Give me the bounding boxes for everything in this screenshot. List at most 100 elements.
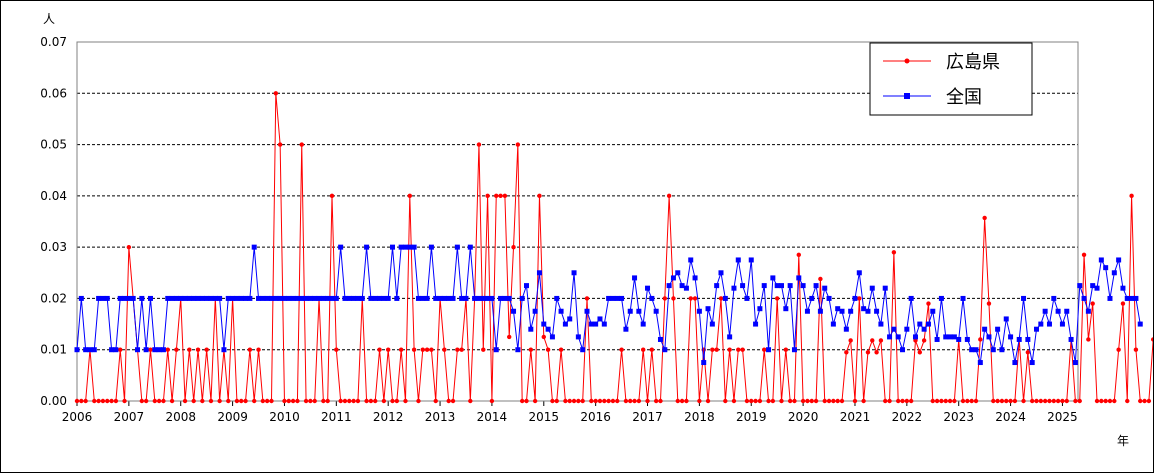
data-point [524, 283, 529, 289]
data-point [575, 334, 581, 340]
data-point [277, 295, 283, 301]
data-point [714, 283, 720, 289]
data-point [260, 398, 266, 404]
data-point [498, 193, 503, 199]
data-point [636, 398, 642, 404]
data-point [83, 398, 88, 404]
data-point [1120, 301, 1126, 306]
data-point [1038, 321, 1044, 327]
data-point [960, 398, 966, 404]
data-point [1051, 295, 1057, 301]
data-point [606, 295, 612, 301]
data-point [433, 398, 438, 404]
data-point [489, 398, 495, 404]
data-point [774, 296, 780, 301]
data-point [532, 398, 538, 404]
data-point [355, 398, 361, 404]
data-point [169, 295, 175, 301]
data-point [584, 308, 590, 314]
x-tick-label: 2010 [269, 410, 300, 424]
data-point [770, 275, 776, 281]
data-point [381, 398, 387, 404]
data-point [856, 270, 862, 276]
data-point [1055, 308, 1061, 314]
data-point [723, 398, 728, 404]
data-point [381, 295, 387, 301]
data-point [943, 398, 948, 404]
data-point [900, 398, 905, 404]
data-point [580, 347, 586, 353]
data-point [450, 398, 456, 404]
data-point [130, 295, 136, 301]
y-tick-label: 0.01 [40, 343, 67, 357]
data-point [1038, 398, 1044, 404]
data-point [740, 283, 746, 289]
data-point [597, 398, 603, 404]
data-point [749, 398, 754, 404]
data-point [921, 326, 927, 332]
data-point [986, 301, 992, 306]
data-point [736, 347, 741, 352]
data-point [809, 398, 814, 404]
data-point [761, 283, 767, 289]
data-point [995, 398, 1000, 404]
data-point [783, 306, 789, 312]
data-point [415, 295, 421, 301]
data-point [593, 321, 599, 327]
x-tick-label: 2022 [892, 410, 923, 424]
data-point [148, 347, 153, 352]
data-point [792, 398, 797, 404]
data-point [355, 295, 361, 301]
data-point [571, 398, 577, 404]
data-point [900, 347, 906, 353]
data-point [156, 347, 162, 353]
legend-label-hiroshima: 広島県 [946, 52, 1000, 73]
data-point [402, 244, 408, 250]
data-point [1137, 321, 1143, 327]
data-point [891, 250, 897, 255]
data-point [580, 398, 585, 404]
data-point [515, 347, 521, 353]
data-point [571, 270, 577, 276]
data-point [896, 398, 901, 404]
data-point [731, 285, 737, 291]
data-point [1081, 252, 1087, 258]
data-point [623, 398, 629, 404]
data-point [817, 308, 823, 314]
data-point [459, 347, 464, 352]
data-point [160, 347, 166, 353]
x-tick-label: 2011 [321, 410, 352, 424]
data-point [446, 398, 451, 404]
data-point [403, 398, 408, 404]
data-point [1025, 350, 1031, 355]
data-point [1133, 295, 1139, 301]
data-point [251, 244, 257, 250]
data-point [411, 347, 417, 352]
data-point [718, 296, 724, 301]
data-point [281, 295, 287, 301]
data-point [199, 295, 205, 301]
data-point [398, 347, 404, 352]
data-point [277, 142, 283, 147]
data-point [1133, 347, 1139, 352]
data-point [463, 295, 469, 301]
data-point [96, 295, 102, 301]
data-point [139, 295, 145, 301]
y-tick-labels: 0.00 0.01 0.02 0.03 0.04 0.05 0.06 0.07 [40, 35, 67, 408]
data-point [243, 295, 249, 301]
data-point [191, 398, 196, 404]
data-point [338, 244, 344, 250]
data-point [373, 398, 378, 404]
data-point [385, 295, 391, 301]
data-point [528, 347, 534, 352]
data-point [200, 398, 205, 404]
series-line [76, 246, 1141, 363]
data-point [567, 398, 572, 404]
data-point [576, 398, 581, 404]
data-point [364, 244, 370, 250]
x-tick-label: 2013 [425, 410, 456, 424]
data-point [1138, 398, 1143, 404]
data-point [1081, 295, 1087, 301]
data-point [165, 347, 170, 352]
data-point [238, 295, 244, 301]
